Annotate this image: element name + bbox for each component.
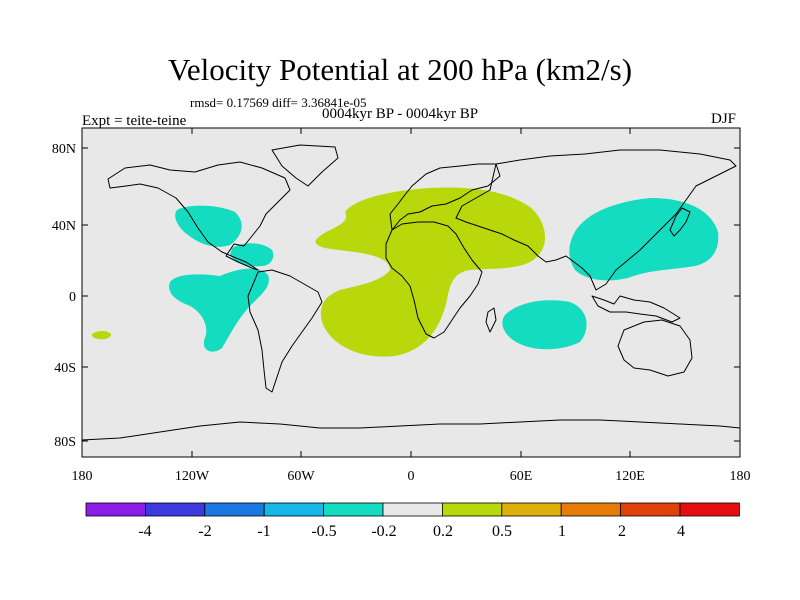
- coast-maritime-continent: [591, 295, 681, 323]
- negative-region-north-america: [175, 205, 242, 247]
- lat-label: 0: [69, 290, 76, 305]
- colorbar-labels: -4 -2 -1 -0.5 -0.2 0.2 0.5 1 2 4: [138, 523, 685, 540]
- coast-antarctica: [81, 419, 741, 441]
- coast-japan: [669, 207, 691, 237]
- colorbar-label: -0.2: [371, 523, 396, 540]
- coast-south-america: [247, 269, 323, 393]
- colorbar-label: 0.5: [492, 523, 512, 540]
- coast-asia: [455, 149, 737, 291]
- latitude-labels: 80N 40N 0 40S 80S: [52, 142, 76, 450]
- chart-title: Velocity Potential at 200 hPa (km2/s): [167, 52, 633, 87]
- longitude-labels: 180 120W 60W 0 60E 120E 180: [72, 469, 751, 484]
- lon-label: 120E: [615, 469, 645, 484]
- colorbar-label: 1: [558, 523, 566, 540]
- colorbar: [85, 502, 740, 517]
- positive-region-africa-eurasia: [315, 187, 546, 357]
- colorbar-label: -0.5: [311, 523, 336, 540]
- stats-subtitle: rmsd= 0.17569 diff= 3.36841e-05: [190, 95, 367, 110]
- negative-anomaly-regions: [169, 198, 719, 352]
- colorbar-swatch: [263, 502, 325, 517]
- coast-africa: [385, 221, 483, 339]
- lat-label: 80S: [54, 435, 76, 450]
- coast-greenland: [271, 144, 339, 187]
- lat-label: 40S: [54, 361, 76, 376]
- colorbar-swatch: [501, 502, 562, 517]
- colorbar-label: -2: [198, 523, 211, 540]
- colorbar-label: 0.2: [433, 523, 453, 540]
- colorbar-swatch: [679, 502, 740, 517]
- lat-label: 80N: [52, 142, 76, 157]
- positive-anomaly-regions: [91, 187, 546, 357]
- colorbar-swatch: [204, 502, 265, 517]
- coast-europe: [389, 163, 501, 231]
- colorbar-swatch: [323, 502, 384, 517]
- negative-region-east-pacific: [169, 268, 269, 352]
- positive-region-pacific-small: [91, 331, 112, 340]
- lat-label: 40N: [52, 219, 76, 234]
- negative-region-indian-ocean: [502, 300, 587, 350]
- lon-label: 0: [408, 469, 415, 484]
- colorbar-swatch: [144, 502, 206, 517]
- period-subtitle: 0004kyr BP - 0004kyr BP: [322, 106, 479, 122]
- coast-madagascar: [485, 307, 497, 333]
- negative-region-west-pacific: [569, 198, 719, 281]
- colorbar-swatch: [382, 502, 443, 517]
- colorbar-label: 2: [618, 523, 626, 540]
- colorbar-label: -4: [138, 523, 151, 540]
- colorbar-swatch: [441, 502, 503, 517]
- axis-ticks: [81, 128, 741, 457]
- colorbar-label: -1: [257, 523, 270, 540]
- lon-label: 60W: [287, 469, 315, 484]
- coast-north-america: [107, 161, 291, 271]
- lon-label: 180: [730, 469, 751, 484]
- colorbar-swatch: [560, 502, 622, 517]
- season-label: DJF: [711, 111, 737, 127]
- lon-label: 180: [72, 469, 93, 484]
- colorbar-label: 4: [677, 523, 685, 540]
- lon-label: 60E: [510, 469, 533, 484]
- colorbar-swatch: [620, 502, 681, 517]
- lon-label: 120W: [175, 469, 210, 484]
- experiment-label: Expt = teite-teine: [82, 113, 187, 129]
- coastlines: [81, 144, 741, 441]
- colorbar-swatch: [85, 502, 146, 517]
- negative-region-central-america: [230, 243, 274, 267]
- coast-australia: [617, 319, 693, 377]
